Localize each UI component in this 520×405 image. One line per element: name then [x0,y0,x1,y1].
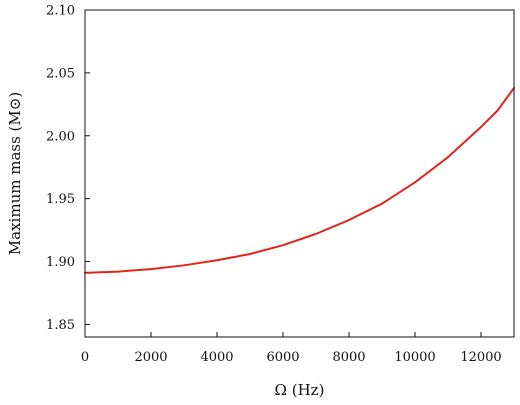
y-tick-label: 1.95 [46,192,75,207]
y-tick-label: 1.85 [46,318,75,333]
x-tick-label: 10000 [394,350,435,365]
mass-curve-line [84,86,515,274]
y-tick-label: 2.00 [46,129,75,144]
ticks-layer: 0 2000 4000 6000 8000 10000 12000 1.85 1.90 1.95 2… [46,4,502,366]
x-tick-label: 6000 [266,350,299,365]
x-tick-label: 0 [81,350,89,365]
y-tick-label: 2.10 [46,4,75,19]
y-tick-label: 1.90 [46,255,75,270]
x-tick-label: 8000 [332,350,365,365]
y-axis-title: Maximum mass (M⊙) [6,92,24,255]
series-layer [84,86,515,274]
x-tick-label: 12000 [460,350,501,365]
x-axis-title: Ω (Hz) [275,381,325,399]
y-tick-label: 2.05 [46,66,75,81]
plot-frame [84,9,515,338]
x-tick-label: 2000 [134,350,167,365]
x-tick-label: 4000 [200,350,233,365]
